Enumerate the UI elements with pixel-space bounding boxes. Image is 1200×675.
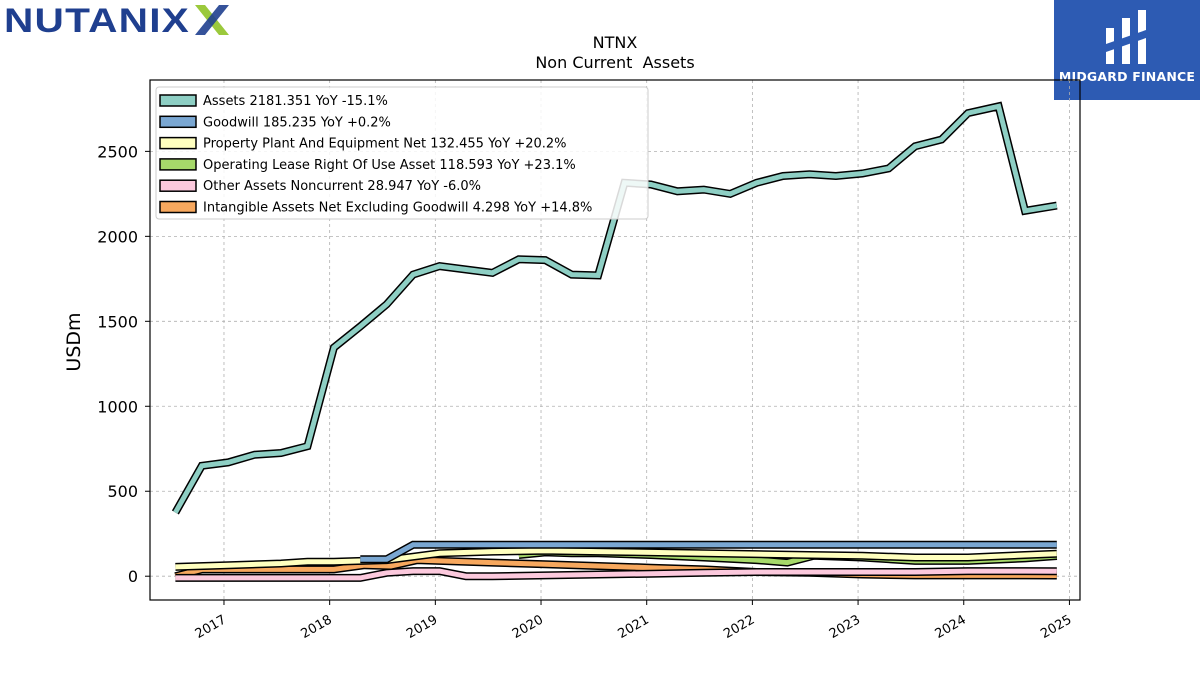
nutanix-x-mark-icon [195,5,229,35]
legend-swatch [159,115,197,129]
x-tick-label: 2017 [193,612,229,642]
series-layer [171,101,1058,582]
legend: Assets 2181.351 YoY -15.1% Goodwill 185.2… [155,86,649,220]
legend-box [155,86,649,220]
legend-swatch [159,200,197,214]
series-assets [171,101,1058,515]
x-tick-label: 2025 [1038,612,1074,642]
plot-frame [149,79,1081,601]
series-goodwill [360,540,1057,564]
y-tick-label: 0 [128,567,138,586]
series-line [175,548,1057,570]
legend-item: Other Assets Noncurrent 28.947 YoY -6.0% [159,179,481,194]
x-tick-label: 2024 [933,612,969,642]
legend-label: Other Assets Noncurrent 28.947 YoY -6.0% [203,179,481,194]
chart-title: NTNX [593,33,638,52]
legend-label: Operating Lease Right Of Use Asset 118.5… [203,158,576,173]
legend-item: Operating Lease Right Of Use Asset 118.5… [159,158,576,173]
y-axis: 0 500 1000 1500 2000 2500 [97,142,150,586]
x-tick-label: 2020 [510,612,546,642]
legend-swatch [159,136,197,150]
y-tick-label: 1500 [97,312,138,331]
y-axis-label: USDm [63,312,85,371]
legend-swatch [159,158,197,171]
chart-subtitle: Non Current Assets [535,53,694,72]
legend-item: Property Plant And Equipment Net 132.455… [159,136,567,152]
y-tick-label: 2500 [97,142,138,161]
x-tick-label: 2018 [298,612,334,642]
nutanix-logo: NUTANIX [4,2,234,40]
legend-item: Assets 2181.351 YoY -15.1% [159,94,388,109]
legend-item: Goodwill 185.235 YoY +0.2% [159,115,391,130]
legend-label: Property Plant And Equipment Net 132.455… [203,137,567,152]
midgard-emblem-icon [1106,10,1146,64]
y-tick-label: 500 [107,482,138,501]
legend-swatch [159,179,197,192]
nutanix-logo-text: NUTANIX [4,3,190,39]
legend-label: Goodwill 185.235 YoY +0.2% [203,115,391,130]
x-tick-label: 2021 [616,612,652,642]
y-tick-label: 2000 [97,227,138,246]
legend-label: Intangible Assets Net Excluding Goodwill… [203,201,592,216]
series-property-plant-and-equipment-net [175,546,1057,571]
series-line [360,542,1057,562]
midgard-finance-text: MIDGARD FINANCE [1058,69,1196,84]
x-tick-label: 2023 [827,612,863,642]
legend-item: Intangible Assets Net Excluding Goodwill… [159,200,592,216]
x-tick-label: 2019 [404,612,440,642]
series-other-assets-noncurrent [175,567,1057,582]
series-line [173,103,1058,514]
series-line [175,568,1057,581]
x-tick-label: 2022 [721,612,757,642]
y-tick-label: 1000 [97,397,138,416]
midgard-finance-logo: MIDGARD FINANCE [1054,0,1200,100]
x-axis: 2017 2018 2019 2020 2021 2022 2023 2024 2025 [193,600,1074,642]
legend-swatch [159,94,197,107]
legend-label: Assets 2181.351 YoY -15.1% [203,94,388,109]
